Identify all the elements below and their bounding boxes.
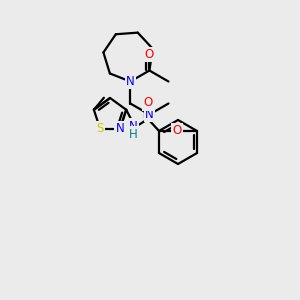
Text: N: N — [126, 75, 135, 88]
Text: O: O — [143, 97, 153, 110]
Text: O: O — [172, 124, 182, 137]
Text: N: N — [145, 108, 154, 121]
Text: N: N — [129, 119, 137, 133]
Text: O: O — [145, 48, 154, 61]
Text: H: H — [129, 128, 137, 140]
Text: N: N — [116, 122, 124, 135]
Text: S: S — [96, 122, 104, 135]
